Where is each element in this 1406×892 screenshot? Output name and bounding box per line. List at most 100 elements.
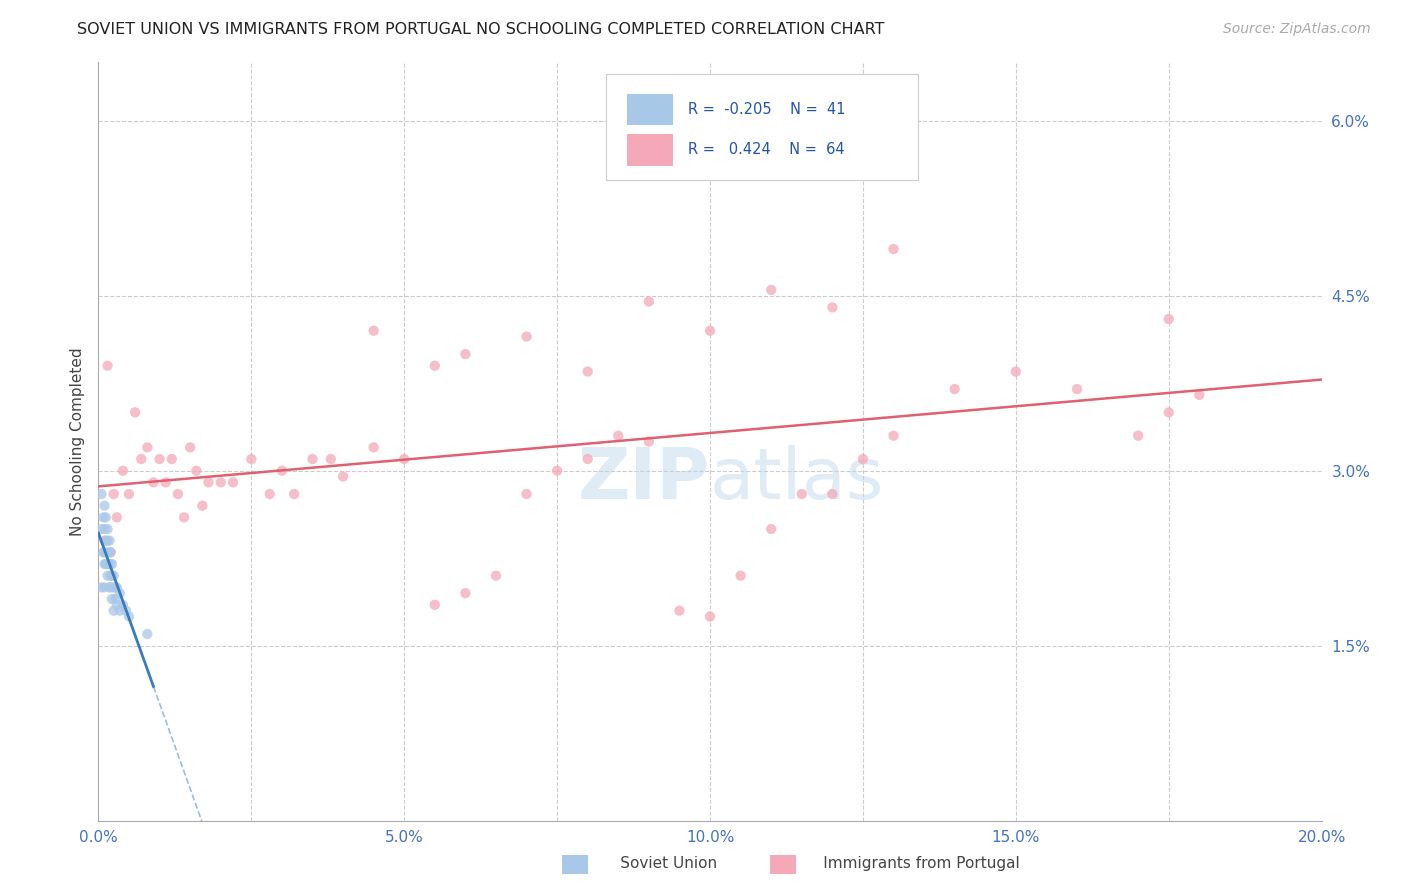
Point <box>94 557 117 571</box>
Point <box>105 510 128 524</box>
Point <box>104 592 127 607</box>
Point <box>98 557 121 571</box>
Point <box>94 533 117 548</box>
Point <box>101 557 124 571</box>
Point <box>118 609 141 624</box>
Point <box>759 283 782 297</box>
Point <box>108 604 131 618</box>
Point <box>1128 428 1150 442</box>
Point <box>155 475 177 490</box>
Point <box>104 580 127 594</box>
Point <box>637 434 661 449</box>
Bar <box>627 94 673 126</box>
Point <box>97 568 120 582</box>
Point <box>103 487 125 501</box>
Point <box>363 441 385 455</box>
Point <box>93 545 115 559</box>
Point <box>160 452 183 467</box>
Point <box>209 475 232 490</box>
Point <box>105 598 128 612</box>
Point <box>883 428 905 442</box>
Point <box>115 604 138 618</box>
Point <box>270 464 292 478</box>
Point <box>173 510 195 524</box>
Point <box>105 580 128 594</box>
Point <box>516 329 538 343</box>
Point <box>111 598 134 612</box>
Point <box>93 533 115 548</box>
Point <box>699 324 721 338</box>
Point <box>821 301 844 315</box>
Text: ZIP: ZIP <box>578 445 710 514</box>
Point <box>118 487 141 501</box>
FancyBboxPatch shape <box>606 74 918 180</box>
Point <box>759 522 782 536</box>
Text: atlas: atlas <box>710 445 884 514</box>
Point <box>423 598 446 612</box>
Point <box>332 469 354 483</box>
Point <box>454 347 477 361</box>
Point <box>363 324 385 338</box>
Point <box>101 568 124 582</box>
Point <box>98 533 121 548</box>
Text: R =  -0.205    N =  41: R = -0.205 N = 41 <box>688 102 845 117</box>
Point <box>97 533 120 548</box>
Point <box>91 545 114 559</box>
Text: R =   0.424    N =  64: R = 0.424 N = 64 <box>688 142 845 157</box>
Point <box>301 452 323 467</box>
Point <box>790 487 813 501</box>
Point <box>699 609 721 624</box>
Point <box>90 580 112 594</box>
Point <box>222 475 245 490</box>
Point <box>149 452 172 467</box>
Point <box>93 522 115 536</box>
Point <box>103 568 125 582</box>
Point <box>576 452 599 467</box>
Point <box>97 557 120 571</box>
Point <box>852 452 875 467</box>
Point <box>98 580 121 594</box>
Point <box>100 545 122 559</box>
Point <box>94 510 117 524</box>
Point <box>136 441 159 455</box>
Point <box>283 487 305 501</box>
Point <box>100 557 122 571</box>
Point <box>607 428 630 442</box>
Bar <box>627 134 673 166</box>
Point <box>821 487 844 501</box>
Point <box>943 382 966 396</box>
Point <box>259 487 281 501</box>
Point <box>142 475 165 490</box>
Point <box>100 545 122 559</box>
Point <box>1066 382 1088 396</box>
Point <box>90 487 112 501</box>
Point <box>1188 388 1211 402</box>
Point <box>100 580 122 594</box>
Point <box>546 464 568 478</box>
Point <box>103 604 125 618</box>
Point <box>516 487 538 501</box>
Point <box>111 464 134 478</box>
Point <box>730 568 752 582</box>
Point <box>1157 405 1180 419</box>
Point <box>97 359 120 373</box>
Text: Source: ZipAtlas.com: Source: ZipAtlas.com <box>1223 22 1371 37</box>
Point <box>668 604 690 618</box>
Point <box>197 475 219 490</box>
Point <box>1004 365 1026 379</box>
Point <box>129 452 152 467</box>
Point <box>186 464 208 478</box>
Y-axis label: No Schooling Completed: No Schooling Completed <box>69 347 84 536</box>
Point <box>240 452 263 467</box>
Point <box>1157 312 1180 326</box>
Point <box>93 557 115 571</box>
Point <box>423 359 446 373</box>
Text: Soviet Union: Soviet Union <box>591 856 717 871</box>
Point <box>124 405 146 419</box>
Point <box>97 545 120 559</box>
Point <box>576 365 599 379</box>
Point <box>101 592 124 607</box>
Point <box>454 586 477 600</box>
Point <box>319 452 342 467</box>
Point <box>392 452 416 467</box>
